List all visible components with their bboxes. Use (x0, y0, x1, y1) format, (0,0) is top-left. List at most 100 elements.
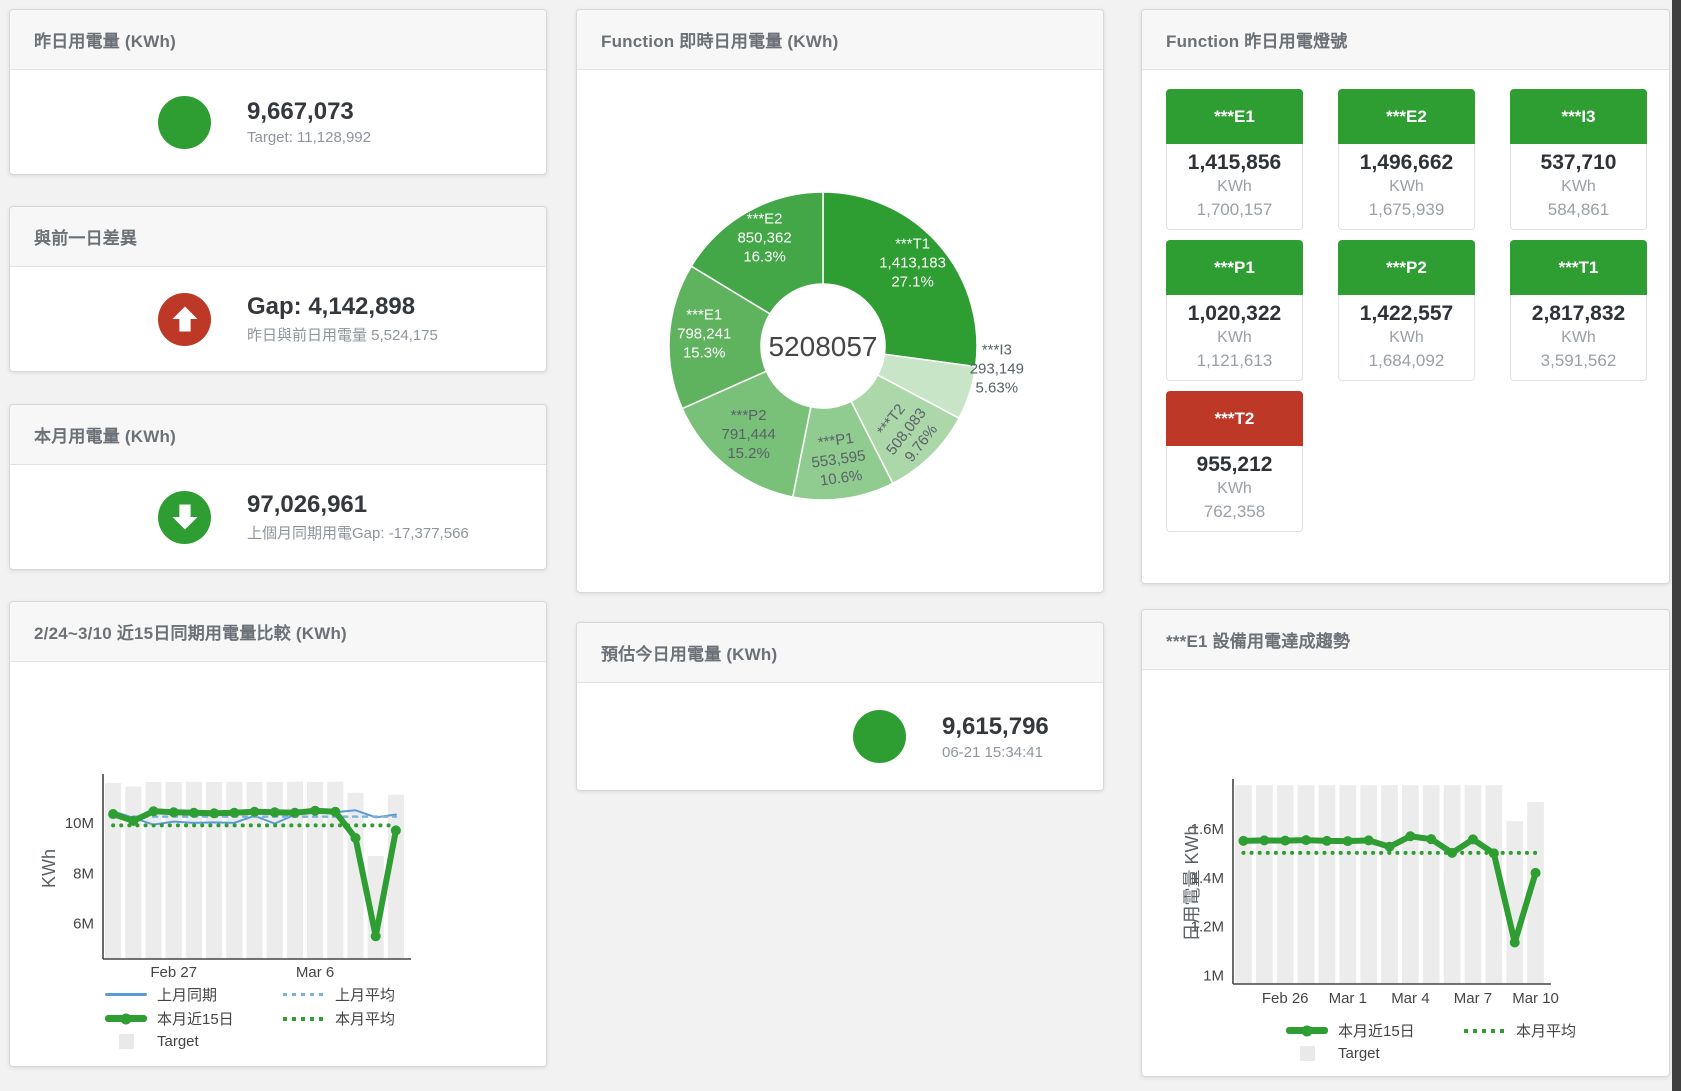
tile-i3: ***I3 537,710 KWh 584,861 (1510, 89, 1647, 230)
arrow-down-icon (172, 504, 197, 530)
tile-unit: KWh (1561, 329, 1596, 346)
tile-t2: ***T2 955,212 KWh 762,358 (1166, 391, 1303, 532)
tile-value: 1,422,557 (1359, 302, 1454, 325)
donut-chart[interactable]: ***T1 1,413,183 27.1%***I3 293,149 5.63%***T… (577, 120, 1105, 540)
tile-label: ***T2 (1214, 408, 1255, 428)
tile-unit: KWh (1217, 480, 1252, 497)
stat-text: 9,615,796 06-21 15:34:41 (942, 713, 1049, 761)
gray-box-swatch (105, 1034, 147, 1049)
svg-text:Mar 10: Mar 10 (1512, 990, 1559, 1007)
tile-body: 1,422,557 KWh 1,684,092 (1338, 295, 1475, 381)
tile-label: ***P2 (1386, 257, 1427, 277)
chart-legend: 上月同期 上月平均 本月近15日 本月平均 (105, 984, 395, 1051)
tile-label: ***E1 (1214, 106, 1255, 126)
legend-label: 本月近15日 (1338, 1023, 1415, 1040)
svg-text:10M: 10M (65, 815, 94, 832)
legend-item-last-month-same-period[interactable]: 上月同期 (105, 984, 283, 1005)
tile-target: 584,861 (1547, 200, 1610, 219)
tile-body: 1,020,322 KWh 1,121,613 (1166, 295, 1303, 381)
svg-text:6M: 6M (73, 916, 94, 933)
panel-yesterday-lights: Function 昨日用電燈號 ***E1 1,415,856 KWh 1,70… (1141, 9, 1670, 584)
legend-label: Target (157, 1033, 199, 1050)
green-dotted-swatch (283, 1016, 325, 1021)
tile-label: ***E2 (1386, 106, 1427, 126)
green-dotted-swatch (1464, 1028, 1506, 1033)
panel-today-estimate: 預估今日用電量 (KWh) 9,615,796 06-21 15:34:41 (576, 622, 1104, 791)
light-tiles: ***E1 1,415,856 KWh 1,700,157 ***E2 1,49… (1166, 89, 1669, 532)
stat-timestamp: 06-21 15:34:41 (942, 743, 1043, 761)
stat-block: 9,667,073 Target: 11,128,992 (10, 70, 546, 174)
panel-header: Function 即時日用電量 (KWh) (577, 10, 1103, 70)
panel-month-usage: 本月用電量 (KWh) 97,026,961 上個月同期用電Gap: -17,3… (9, 404, 547, 570)
legend-item-this-month-15days[interactable]: 本月近15日 (105, 1008, 283, 1029)
tile-target: 1,121,613 (1196, 351, 1273, 370)
stat-value: 9,667,073 (247, 98, 354, 125)
stat-value: 97,026,961 (247, 491, 368, 518)
panel-title: 預估今日用電量 (KWh) (601, 645, 778, 664)
scrollbar[interactable] (1672, 0, 1681, 1091)
legend-label: Target (1338, 1045, 1380, 1062)
trend-chart[interactable]: 1M 1.2M 1.4M 1.6M Feb 26 Mar 1 Mar 4 Mar 7 Mar 1… (1142, 670, 1671, 1018)
green-thick-swatch (105, 1013, 147, 1024)
status-circle (158, 292, 211, 346)
legend-item-this-month-average[interactable]: 本月平均 (1464, 1020, 1576, 1041)
tile-target: 762,358 (1203, 502, 1266, 521)
tile-body: 1,496,662 KWh 1,675,939 (1338, 144, 1475, 230)
stat-block: 97,026,961 上個月同期用電Gap: -17,377,566 (10, 465, 546, 569)
panel-title: ***E1 設備用電達成趨勢 (1166, 632, 1351, 651)
panel-realtime-function-usage: Function 即時日用電量 (KWh) ***T1 1,413,183 27.1… (576, 9, 1104, 593)
svg-text:1.6M: 1.6M (1191, 821, 1224, 838)
tile-t1: ***T1 2,817,832 KWh 3,591,562 (1510, 240, 1647, 381)
panel-day-gap: 與前一日差異 Gap: 4,142,898 昨日與前日用電量 5,524,175 (9, 206, 547, 372)
svg-text:Mar 4: Mar 4 (1391, 990, 1429, 1007)
panel-title: 本月用電量 (KWh) (34, 427, 176, 446)
tile-header: ***E2 (1338, 89, 1475, 144)
svg-text:8M: 8M (73, 865, 94, 882)
panel-title: Function 昨日用電燈號 (1166, 32, 1348, 51)
legend-item-this-month-average[interactable]: 本月平均 (283, 1008, 395, 1029)
svg-text:Mar 1: Mar 1 (1329, 990, 1367, 1007)
green-thick-swatch (1286, 1025, 1328, 1036)
legend-item-this-month-15days[interactable]: 本月近15日 (1286, 1020, 1464, 1041)
panel-title: 與前一日差異 (34, 229, 138, 248)
tile-target: 1,675,939 (1368, 200, 1445, 219)
legend-item-last-month-average[interactable]: 上月平均 (283, 984, 395, 1005)
comparison-chart[interactable]: 6M 8M 10M Feb 27 Mar 6 KWh (10, 662, 548, 1008)
tile-value: 1,496,662 (1359, 151, 1454, 174)
tile-p1: ***P1 1,020,322 KWh 1,121,613 (1166, 240, 1303, 381)
stat-text: 97,026,961 上個月同期用電Gap: -17,377,566 (247, 491, 469, 543)
tile-e1: ***E1 1,415,856 KWh 1,700,157 (1166, 89, 1303, 230)
panel-header: ***E1 設備用電達成趨勢 (1142, 610, 1669, 670)
stat-value: 9,615,796 (942, 712, 1049, 740)
tile-value: 1,020,322 (1187, 302, 1282, 325)
svg-text:***P1553,59510.6%: ***P1553,59510.6% (808, 428, 869, 490)
panel-header: 2/24~3/10 近15日同期用電量比較 (KWh) (10, 602, 546, 662)
svg-text:5208057: 5208057 (768, 331, 877, 362)
tile-body: 1,415,856 KWh 1,700,157 (1166, 144, 1303, 230)
stat-block: Gap: 4,142,898 昨日與前日用電量 5,524,175 (10, 267, 546, 371)
stat-block: 9,615,796 06-21 15:34:41 (577, 683, 1103, 790)
status-circle (158, 95, 211, 149)
tile-unit: KWh (1389, 329, 1424, 346)
tile-value: 955,212 (1196, 453, 1273, 476)
legend-item-target[interactable]: Target (1286, 1045, 1576, 1062)
tile-header: ***E1 (1166, 89, 1303, 144)
panel-title: Function 即時日用電量 (KWh) (601, 32, 839, 51)
tile-value: 2,817,832 (1531, 302, 1626, 325)
svg-text:Feb 27: Feb 27 (150, 964, 197, 981)
legend-item-target[interactable]: Target (105, 1033, 395, 1050)
status-circle (853, 710, 906, 763)
tile-unit: KWh (1561, 178, 1596, 195)
tile-unit: KWh (1217, 178, 1252, 195)
panel-header: 本月用電量 (KWh) (10, 405, 546, 465)
tile-header: ***T1 (1510, 240, 1647, 295)
stat-subtitle: Target: 11,128,992 (247, 129, 371, 146)
tile-header: ***P2 (1338, 240, 1475, 295)
tile-body: 955,212 KWh 762,358 (1166, 446, 1303, 532)
